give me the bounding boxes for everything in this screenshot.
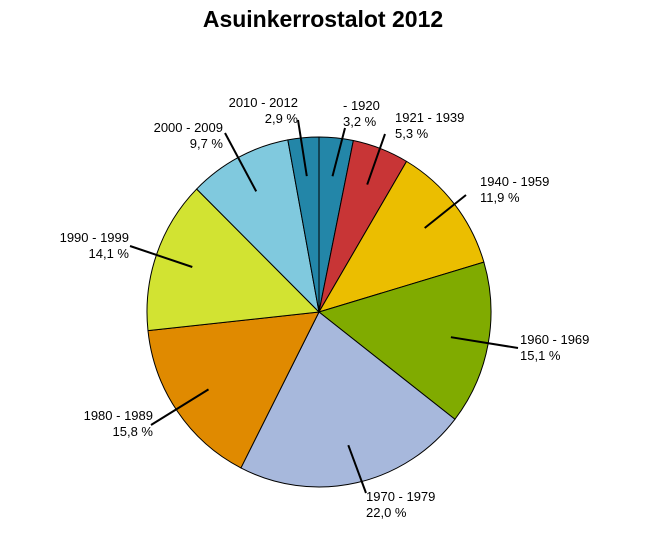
- leader-line-4: [347, 444, 367, 494]
- slice-value-6: 14,1 %: [89, 246, 130, 261]
- leader-line-7: [224, 132, 258, 192]
- slice-label-0: - 1920: [343, 98, 380, 113]
- slice-label-3: 1960 - 1969: [520, 332, 589, 347]
- slice-label-2: 1940 - 1959: [480, 174, 549, 189]
- leader-line-1: [366, 133, 386, 185]
- slice-label-7: 2000 - 2009: [154, 120, 223, 135]
- slice-value-3: 15,1 %: [520, 348, 561, 363]
- pie-slice-5: [147, 311, 320, 469]
- pie-slice-8: [287, 136, 320, 313]
- slice-label-1: 1921 - 1939: [395, 110, 464, 125]
- leader-lines: [129, 119, 519, 494]
- slice-label-5: 1980 - 1989: [84, 408, 153, 423]
- slice-value-5: 15,8 %: [113, 424, 154, 439]
- slice-label-6: 1990 - 1999: [60, 230, 129, 245]
- slice-value-4: 22,0 %: [366, 505, 407, 520]
- slice-value-7: 9,7 %: [190, 136, 224, 151]
- leader-line-8: [297, 119, 308, 177]
- slice-value-0: 3,2 %: [343, 114, 377, 129]
- slice-label-4: 1970 - 1979: [366, 489, 435, 504]
- slice-value-2: 11,9 %: [480, 190, 520, 205]
- leader-line-5: [150, 388, 210, 426]
- slice-label-8: 2010 - 2012: [229, 95, 298, 110]
- pie-slices: [146, 136, 492, 488]
- leader-line-3: [450, 336, 519, 349]
- slice-value-8: 2,9 %: [265, 111, 299, 126]
- pie-slice-4: [240, 311, 456, 488]
- leader-line-6: [129, 245, 193, 268]
- leader-line-0: [331, 127, 346, 177]
- chart-title: Asuinkerrostalot 2012: [202, 6, 444, 32]
- pie-slice-3: [318, 261, 492, 420]
- leader-line-2: [424, 194, 467, 229]
- slice-value-1: 5,3 %: [395, 126, 429, 141]
